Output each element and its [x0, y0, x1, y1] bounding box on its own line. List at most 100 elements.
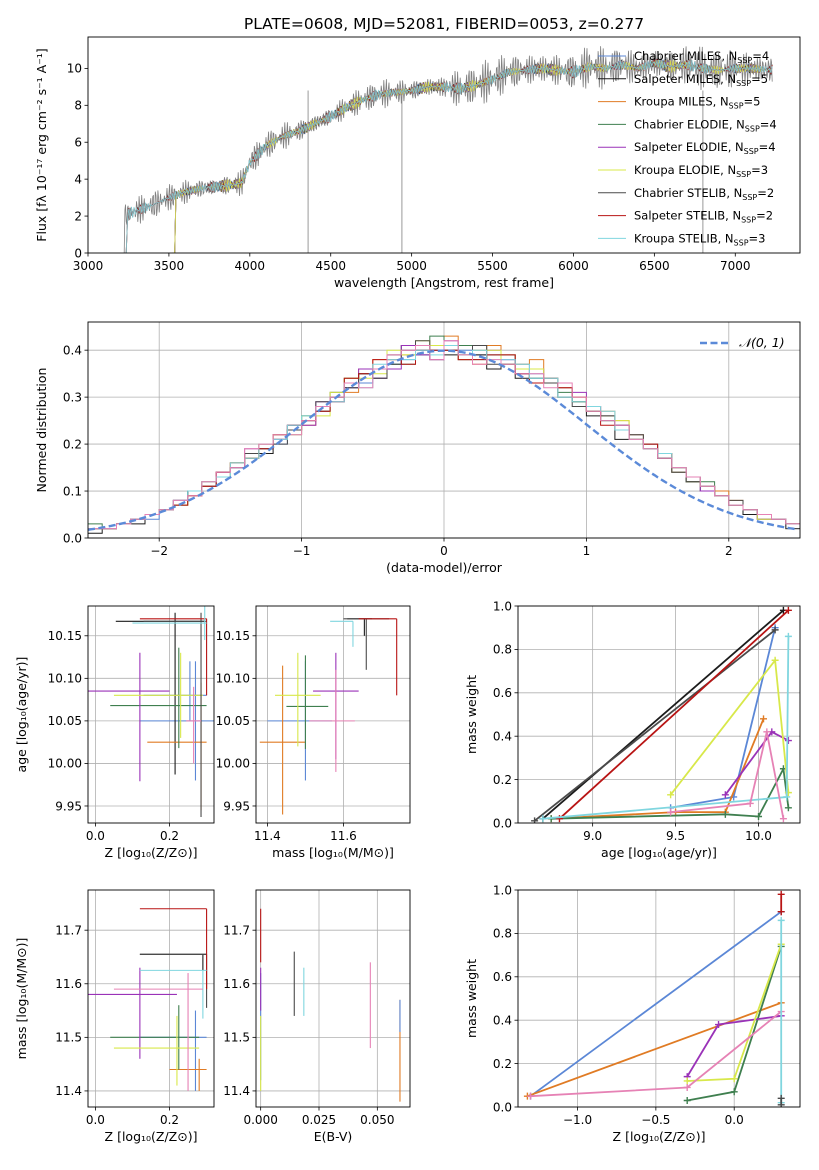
y-tick-label: 11.6: [55, 977, 82, 991]
x-tick-label: 6500: [639, 259, 670, 273]
mass-weight-marker: [683, 1083, 691, 1091]
error-bar-point: [115, 612, 205, 775]
mass-weight-marker: [683, 1096, 691, 1104]
y-tick-label: 10.00: [216, 757, 250, 771]
legend-entry: Chabrier STELIB, NSSP=2: [634, 186, 774, 202]
y-tick-label: 11.7: [223, 923, 250, 937]
y-tick-label: 0: [74, 246, 82, 260]
panel-spectrum: 3000 3500 4000 4500 5000 5500 6000 6500 7000 0 2 4 6…: [34, 36, 801, 290]
x-tick-label: −2: [150, 544, 168, 558]
error-bar-point: [139, 1010, 207, 1091]
legend-entry: Chabrier ELODIE, NSSP=4: [634, 117, 777, 133]
error-bar-point: [343, 618, 390, 670]
mass-weight-marker: [715, 1021, 723, 1029]
legend-entry: Kroupa STELIB, NSSP=3: [634, 231, 765, 247]
mass-weight-marker: [755, 812, 763, 820]
x-axis-label: wavelength [Angstrom, rest frame]: [334, 275, 554, 290]
y-axis-label: age [log₁₀(age/yr)]: [14, 657, 29, 773]
mass-weight-marker: [771, 626, 779, 634]
y-tick-label: 11.4: [223, 1084, 250, 1098]
mass-weight-line: [534, 629, 776, 822]
error-bar-point: [186, 686, 202, 764]
mass-weight-line: [670, 731, 785, 819]
mass-weight-marker: [771, 656, 779, 664]
plot-area: [259, 618, 398, 815]
mass-weight-marker: [784, 737, 792, 745]
error-bar-point: [113, 652, 203, 738]
y-tick-label: 0.0: [63, 531, 82, 545]
grid-lines: [88, 890, 214, 1107]
y-tick-label: 0.0: [493, 1100, 512, 1114]
x-tick-label: 0.0: [725, 1113, 744, 1127]
y-tick-label: 0.2: [493, 1057, 512, 1071]
error-bar-point: [143, 612, 207, 818]
y-tick-label: 1.0: [493, 883, 512, 897]
x-tick-label: 3500: [154, 259, 185, 273]
y-axis-label: mass weight: [464, 675, 479, 754]
legend-entry: Kroupa MILES, NSSP=5: [634, 95, 760, 111]
error-bar-point: [88, 967, 177, 1059]
mass-weight-line: [724, 730, 789, 796]
x-axis-label: Z [log₁₀(Z/Z⊙)]: [613, 1129, 706, 1144]
legend-entry: 𝒩(0, 1): [739, 335, 785, 350]
x-tick-label: 0: [440, 544, 448, 558]
error-bar-point: [110, 647, 207, 749]
mass-weight-marker: [783, 793, 791, 801]
axes-frame: [87, 321, 801, 539]
legend-entry: Salpeter MILES, NSSP=5: [634, 72, 768, 88]
error-bar-point: [139, 953, 208, 1008]
y-tick-label: 0.8: [493, 927, 512, 941]
y-tick-label: 10.00: [48, 757, 82, 771]
y-tick-label: 10.15: [48, 629, 82, 643]
mass-weight-line: [527, 1001, 782, 1098]
axes-frame: [87, 605, 215, 824]
plot-area: [523, 890, 785, 1107]
error-bar-point: [139, 969, 207, 1019]
mass-weight-line: [542, 636, 790, 820]
error-bar-point: [139, 618, 208, 696]
y-tick-label: 10.10: [48, 672, 82, 686]
mass-weight-marker: [721, 791, 729, 799]
x-tick-label: 11.4: [254, 829, 281, 843]
grid-lines: [256, 890, 410, 1107]
plot-area: [260, 908, 401, 1102]
mass-weight-marker: [784, 606, 792, 614]
error-bar-point: [88, 652, 170, 782]
x-tick-label: −1: [293, 544, 311, 558]
axes-frame: [517, 605, 801, 824]
y-axis-label: mass [log₁₀(M/M⊙)]: [14, 938, 29, 1060]
x-tick-label: 0.0: [86, 829, 105, 843]
y-tick-label: 2: [74, 209, 82, 223]
mass-weight-marker: [784, 632, 792, 640]
y-tick-label: 11.5: [223, 1031, 250, 1045]
error-bar-point: [139, 953, 207, 971]
x-tick-label: −1.0: [563, 1113, 592, 1127]
x-tick-label: 7000: [720, 259, 751, 273]
x-tick-label: 9.5: [666, 829, 685, 843]
y-tick-label: 0.4: [493, 1014, 512, 1028]
mass-weight-marker: [777, 1101, 785, 1107]
x-tick-label: 5500: [477, 259, 508, 273]
plot-area: [88, 908, 208, 1091]
legend-entry: Chabrier MILES, NSSP=4: [634, 49, 769, 65]
axes-frame: [255, 889, 411, 1108]
plot-area: [531, 606, 792, 823]
legend-entry: Kroupa ELODIE, NSSP=3: [634, 163, 768, 179]
y-tick-label: 0.6: [493, 970, 512, 984]
panel-residual-histogram: −2 −1 0 1 2 0.0 0.1 0.2 0.3 0.4 (data-model)/error…: [34, 321, 801, 575]
x-axis-label: E(B-V): [314, 1129, 353, 1144]
error-bar-point: [147, 682, 207, 811]
y-tick-label: 11.4: [55, 1084, 82, 1098]
mass-weight-marker: [683, 1077, 691, 1085]
x-tick-label: 6000: [558, 259, 589, 273]
legend-entry: Salpeter STELIB, NSSP=2: [634, 209, 773, 225]
y-tick-label: 0.4: [63, 343, 82, 357]
y-axis-label: Flux [fλ 10⁻¹⁷ erg cm⁻² s⁻¹ A⁻¹]: [34, 48, 49, 241]
y-tick-label: 10.05: [216, 714, 250, 728]
panel-mass-vs-extinction: 0.000 0.025 0.050 11.4 11.5 11.6 11.7 E(B-V): [223, 889, 411, 1144]
x-axis-label: age [log₁₀(age/yr)]: [601, 845, 717, 860]
x-axis-label: Z [log₁₀(Z/Z⊙)]: [105, 1129, 198, 1144]
y-tick-label: 0.4: [493, 730, 512, 744]
error-bar-point: [275, 652, 321, 747]
